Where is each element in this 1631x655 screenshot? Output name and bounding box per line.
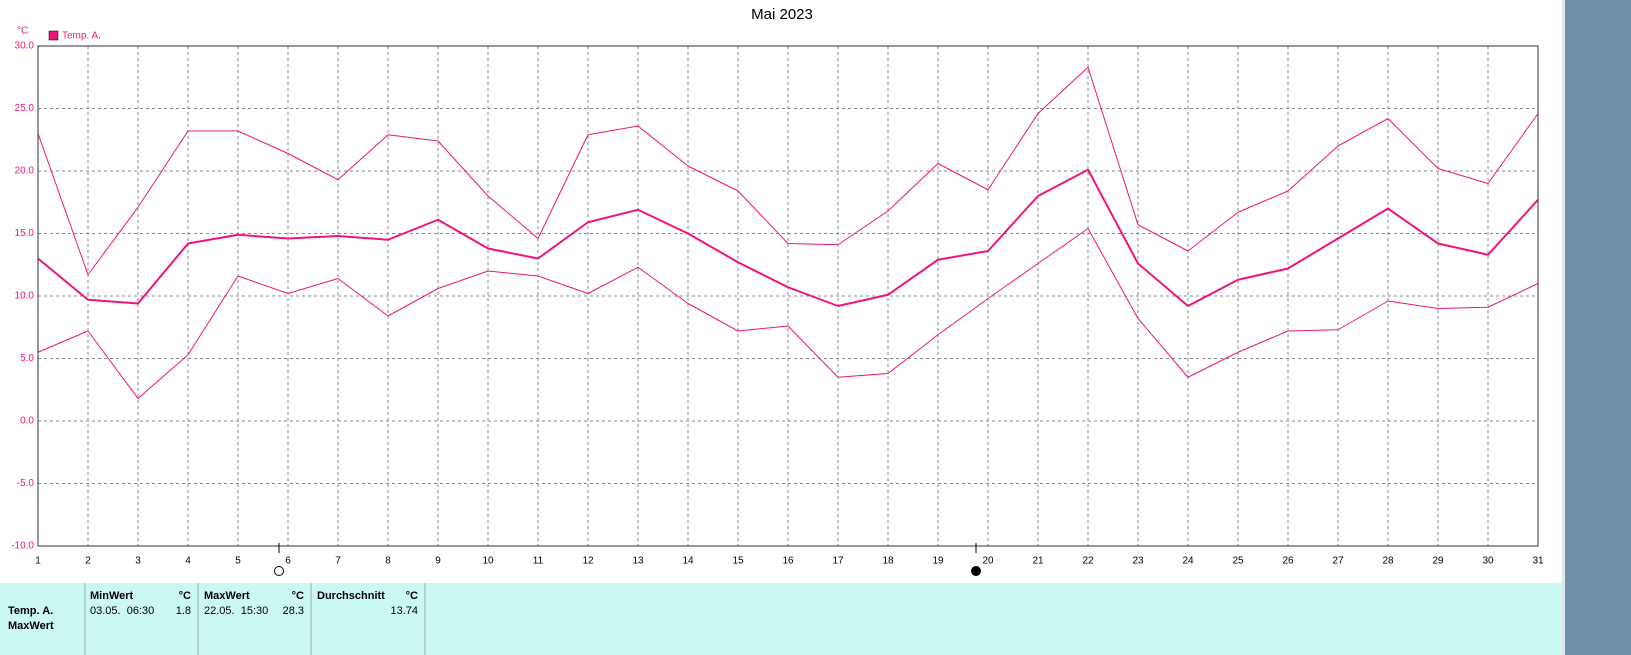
series-line <box>37 228 1539 399</box>
x-tick-label: 21 <box>1032 556 1044 567</box>
y-tick-label: 25.0 <box>15 103 35 114</box>
table-cell: 13.74 <box>390 605 418 617</box>
y-tick-label: -5.0 <box>17 478 35 489</box>
x-tick-label: 10 <box>482 556 494 567</box>
table-header: Durchschnitt <box>317 590 385 602</box>
x-tick-label: 15 <box>732 556 744 567</box>
chart-title: Mai 2023 <box>751 6 813 23</box>
x-tick-label: 18 <box>882 556 894 567</box>
y-tick-label: 0.0 <box>20 416 34 427</box>
x-tick-label: 17 <box>832 556 844 567</box>
x-tick-label: 28 <box>1382 556 1394 567</box>
x-tick-label: 27 <box>1332 556 1344 567</box>
row-label: Temp. A. <box>8 605 53 617</box>
legend-label: Temp. A. <box>62 31 101 42</box>
table-header: °C <box>406 590 418 602</box>
legend-swatch <box>48 30 59 41</box>
y-tick-label: 30.0 <box>15 41 35 52</box>
stats-dividers <box>84 583 426 655</box>
table-cell: 1.8 <box>176 605 191 617</box>
y-tick-label: 20.0 <box>15 166 35 177</box>
desktop-strip <box>1562 0 1631 655</box>
x-tick-label: 8 <box>385 556 391 567</box>
x-tick-label: 1 <box>35 556 41 567</box>
x-tick-label: 2 <box>85 556 91 567</box>
table-header: MaxWert <box>204 590 250 602</box>
x-tick-label: 19 <box>932 556 944 567</box>
x-tick-label: 30 <box>1482 556 1494 567</box>
plot-frame <box>37 45 1539 547</box>
x-tick-label: 16 <box>782 556 794 567</box>
x-tick-label: 7 <box>335 556 341 567</box>
y-tick-label: -10.0 <box>11 541 34 552</box>
x-tick-label: 4 <box>185 556 191 567</box>
series-line <box>37 168 1539 307</box>
x-tick-label: 12 <box>582 556 594 567</box>
table-header: °C <box>179 590 191 602</box>
x-tick-label: 22 <box>1082 556 1094 567</box>
x-tick-label: 9 <box>435 556 441 567</box>
y-unit: °C <box>17 26 28 37</box>
x-tick-label: 3 <box>135 556 141 567</box>
x-tick-label: 6 <box>285 556 291 567</box>
x-tick-label: 29 <box>1432 556 1444 567</box>
x-tick-label: 31 <box>1532 556 1544 567</box>
table-cell: 28.3 <box>283 605 304 617</box>
table-cell: 03.05. 06:30 <box>90 605 154 617</box>
x-tick-label: 14 <box>682 556 694 567</box>
x-tick-label: 23 <box>1132 556 1144 567</box>
y-tick-label: 15.0 <box>15 228 35 239</box>
table-cell: 22.05. 15:30 <box>204 605 268 617</box>
x-tick-label: 5 <box>235 556 241 567</box>
stats-panel <box>0 583 1562 655</box>
x-tick-label: 20 <box>982 556 994 567</box>
series-line <box>37 66 1539 276</box>
y-tick-label: 5.0 <box>20 353 34 364</box>
row-label: MaxWert <box>8 620 54 632</box>
new-moon <box>971 566 981 576</box>
x-tick-label: 25 <box>1232 556 1244 567</box>
table-header: MinWert <box>90 590 134 602</box>
full-moon <box>274 566 284 576</box>
x-tick-label: 24 <box>1182 556 1194 567</box>
window-edge <box>1562 0 1565 655</box>
x-tick-label: 26 <box>1282 556 1294 567</box>
table-header: °C <box>292 590 304 602</box>
x-tick-label: 11 <box>533 556 544 567</box>
x-tick-label: 13 <box>632 556 644 567</box>
y-tick-label: 10.0 <box>15 291 35 302</box>
